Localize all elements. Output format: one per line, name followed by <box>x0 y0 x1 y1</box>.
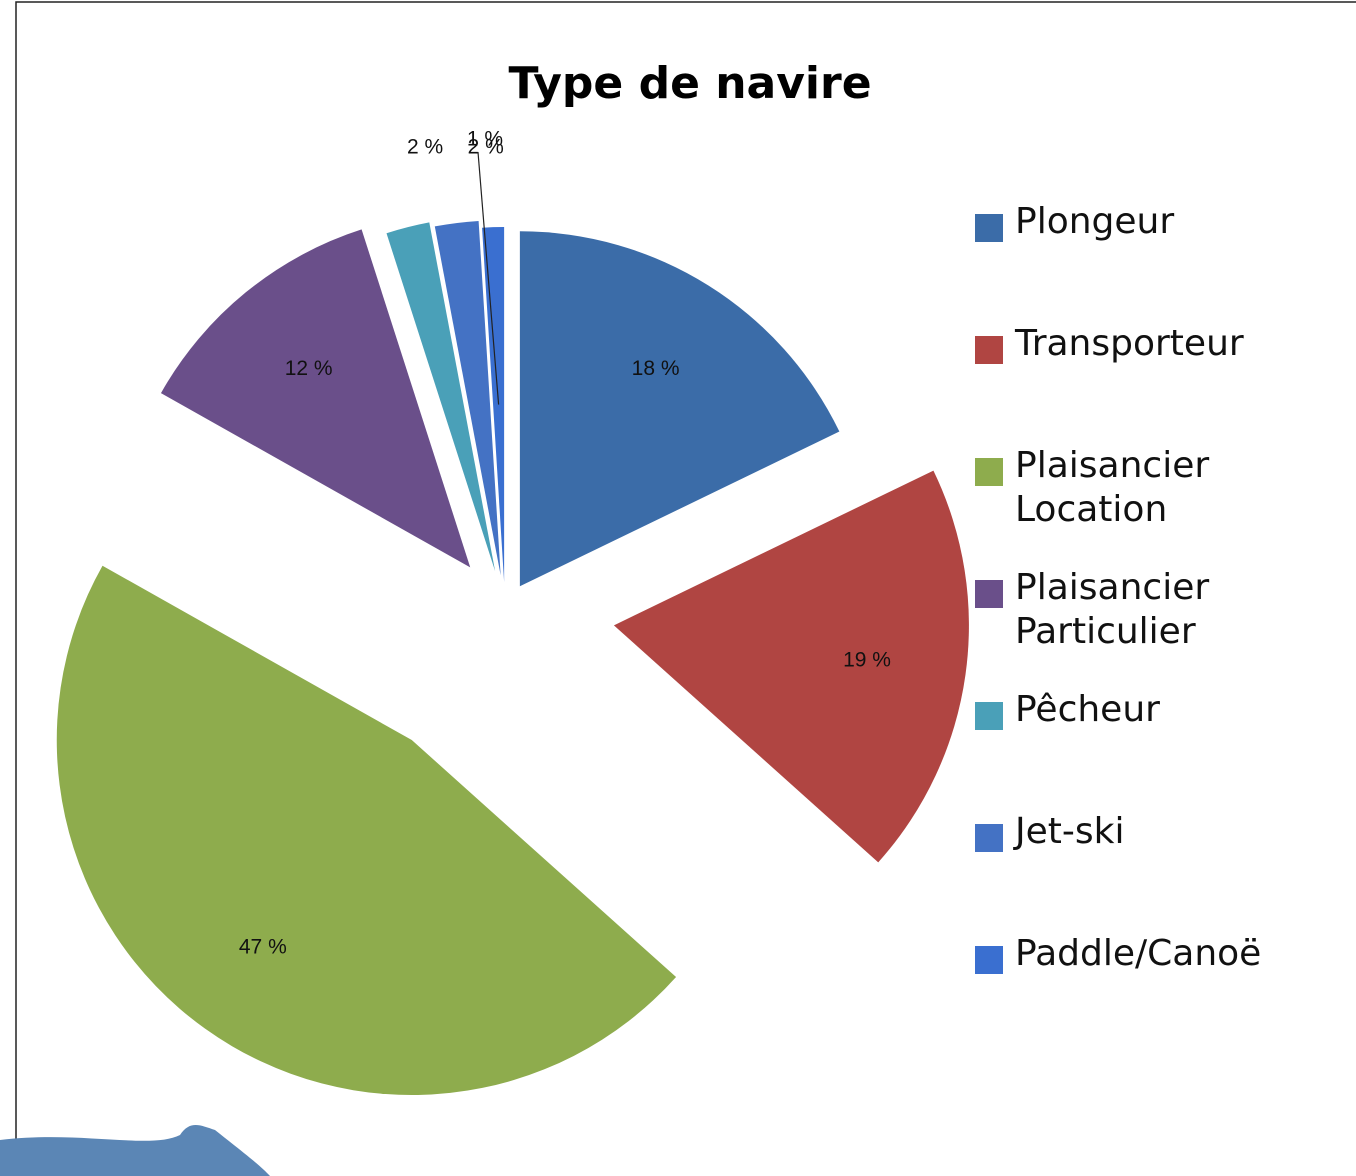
value-label: 12 % <box>285 357 333 380</box>
legend-swatch <box>975 214 1003 242</box>
chart-title: Type de navire <box>508 58 871 109</box>
legend-swatch <box>975 824 1003 852</box>
legend-item: Plongeur <box>975 200 1305 292</box>
pie-slice <box>386 222 496 572</box>
value-label: 18 % <box>632 357 680 380</box>
pie-slice <box>613 470 969 863</box>
pie-slice <box>56 565 677 1096</box>
pie-slice <box>160 229 471 568</box>
decoration <box>0 1125 270 1176</box>
legend-item: Transporteur <box>975 322 1305 414</box>
legend-label: Jet-ski <box>1015 811 1125 852</box>
frame <box>15 1 1356 1176</box>
leader-line <box>477 151 500 405</box>
legend-label: Transporteur <box>1015 323 1244 364</box>
value-label: 2 % <box>468 136 504 159</box>
legend-item: Plaisancier Location <box>975 444 1305 536</box>
legend-item: Pêcheur <box>975 688 1305 780</box>
value-label: 19 % <box>843 649 891 672</box>
legend-item: Paddle/Canoë <box>975 932 1305 1024</box>
legend-label: Pêcheur <box>1015 689 1160 730</box>
legend: Plongeur Transporteur Plaisancier Location… <box>975 200 1305 1054</box>
legend-swatch <box>975 580 1003 608</box>
value-label: 47 % <box>239 935 287 958</box>
legend-item: Plaisancier Particulier <box>975 566 1305 658</box>
legend-label: Plaisancier Location <box>1015 445 1210 530</box>
pie-slice <box>434 220 501 576</box>
legend-item: Jet-ski <box>975 810 1305 902</box>
value-label: 1 % <box>467 128 503 151</box>
pie-slice <box>519 231 840 587</box>
pie-slice <box>482 227 505 583</box>
legend-label: Plongeur <box>1015 201 1175 242</box>
value-label: 2 % <box>407 136 443 159</box>
legend-swatch <box>975 336 1003 364</box>
pie: 18 %19 %47 %12 %2 % 2 %1 % <box>56 128 969 1096</box>
legend-swatch <box>975 458 1003 486</box>
legend-swatch <box>975 946 1003 974</box>
legend-label: Plaisancier Particulier <box>1015 567 1210 652</box>
legend-swatch <box>975 702 1003 730</box>
legend-label: Paddle/Canoë <box>1015 933 1262 974</box>
